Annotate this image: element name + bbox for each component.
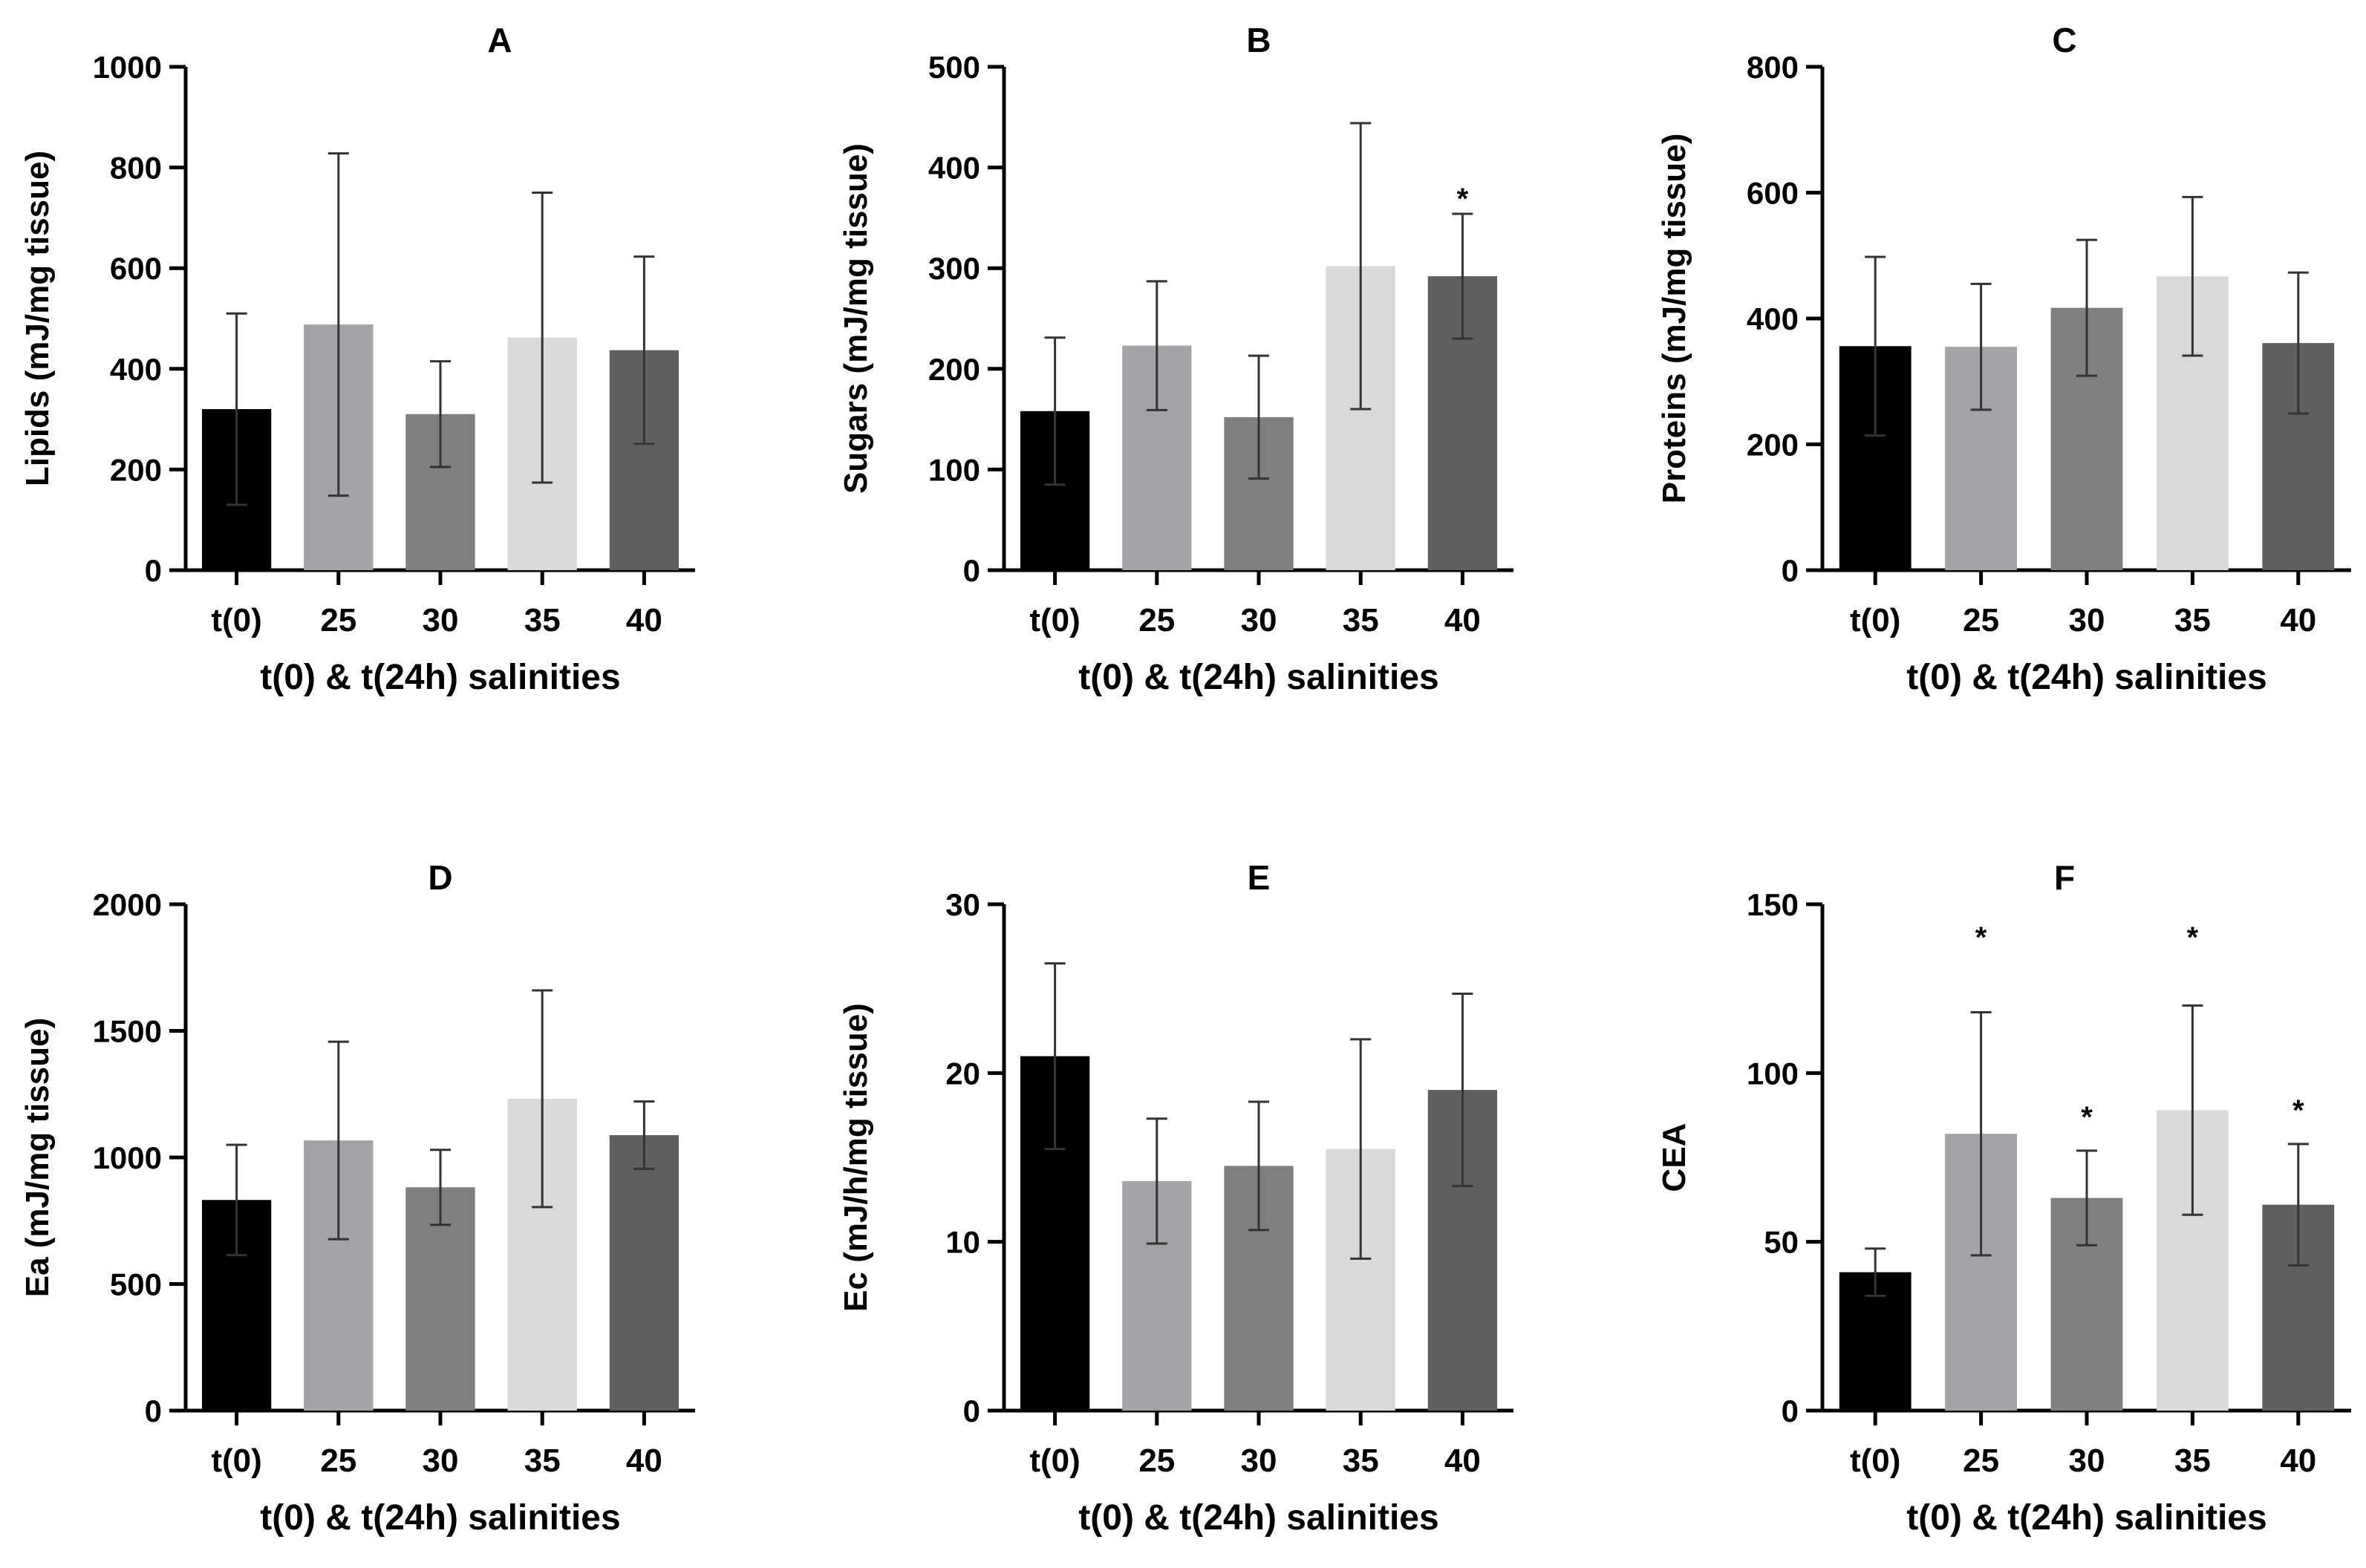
x-tick-label: 25 <box>320 1443 356 1479</box>
y-tick-label: 0 <box>145 553 162 588</box>
y-tick-label: 20 <box>945 1056 980 1091</box>
y-tick-label: 100 <box>928 452 980 487</box>
y-axis-label: Lipids (mJ/mg tissue) <box>19 151 56 486</box>
y-tick-label: 10 <box>945 1225 980 1260</box>
y-tick-label: 500 <box>110 1267 162 1302</box>
x-tick-label: 40 <box>626 602 662 638</box>
y-tick-label: 800 <box>1747 50 1799 85</box>
y-tick-label: 2000 <box>93 887 162 922</box>
significance-star: * <box>2081 1101 2093 1134</box>
y-axis-label: Ea (mJ/mg tissue) <box>19 1018 56 1298</box>
y-tick-label: 300 <box>928 251 980 286</box>
y-tick-label: 0 <box>1782 553 1799 588</box>
x-tick-label: t(0) <box>211 1443 261 1479</box>
y-tick-label: 1500 <box>93 1014 162 1049</box>
y-tick-label: 100 <box>1747 1056 1799 1091</box>
x-tick-label: 40 <box>1444 1443 1481 1479</box>
panel-title: C <box>2052 21 2076 59</box>
panel-e: 0 10 20 30 t(0) 25 30 35 40 Et(0) & t(24h) salini… <box>838 858 1513 1538</box>
significance-star: * <box>1457 183 1469 215</box>
x-tick-label: t(0) <box>1850 1443 1900 1479</box>
panel-title: F <box>2054 858 2075 897</box>
x-axis-label: t(0) & t(24h) salinities <box>1078 1498 1438 1538</box>
x-tick-label: 40 <box>2280 1443 2316 1479</box>
y-tick-label: 0 <box>963 553 980 588</box>
x-tick-label: 25 <box>320 602 356 638</box>
y-tick-label: 400 <box>928 151 980 186</box>
y-tick-label: 1000 <box>93 50 162 85</box>
significance-star: * <box>1975 921 1987 954</box>
y-tick-label: 400 <box>1747 301 1799 336</box>
y-axis-label: Proteins (mJ/mg tissue) <box>1656 134 1692 504</box>
panel-title: E <box>1248 858 1271 897</box>
y-tick-label: 200 <box>928 352 980 387</box>
y-tick-label: 0 <box>145 1394 162 1428</box>
y-tick-label: 200 <box>1747 428 1799 463</box>
y-tick-label: 200 <box>110 452 162 487</box>
y-tick-label: 500 <box>928 50 980 85</box>
x-tick-label: 40 <box>1444 602 1481 638</box>
x-tick-label: 40 <box>2280 602 2316 638</box>
x-tick-label: 30 <box>423 602 459 638</box>
y-axis-label: Sugars (mJ/mg tissue) <box>838 143 874 494</box>
y-tick-label: 0 <box>1782 1394 1799 1428</box>
panel-title: D <box>428 858 452 897</box>
x-tick-label: 30 <box>2069 1443 2105 1479</box>
x-tick-label: t(0) <box>1029 602 1080 638</box>
x-tick-label: 35 <box>2174 1443 2211 1479</box>
significance-star: * <box>2292 1094 2304 1127</box>
x-tick-label: t(0) <box>1029 1443 1080 1479</box>
x-tick-label: 25 <box>1138 602 1175 638</box>
y-axis-label: CEA <box>1656 1123 1692 1192</box>
y-tick-label: 0 <box>963 1394 980 1428</box>
x-tick-label: 30 <box>1241 1443 1277 1479</box>
x-tick-label: 35 <box>1343 1443 1379 1479</box>
x-axis-label: t(0) & t(24h) salinities <box>1906 1498 2266 1538</box>
x-tick-label: 25 <box>1963 1443 1999 1479</box>
y-tick-label: 150 <box>1747 887 1799 922</box>
x-tick-label: 30 <box>1241 602 1277 638</box>
panel-f: 0 50 100 150 t(0) 25 30 35 40 * * * * Ft(0) & t(24h) … <box>1656 858 2351 1538</box>
y-axis-label: Ec (mJ/h/mg tissue) <box>838 1003 874 1312</box>
x-axis-label: t(0) & t(24h) salinities <box>1906 658 2266 697</box>
panel-title: A <box>487 21 512 59</box>
x-tick-label: 25 <box>1138 1443 1175 1479</box>
x-tick-label: t(0) <box>1850 602 1900 638</box>
panel-title: B <box>1246 21 1271 59</box>
panel-b: 0 100 200 300 400 500 t(0) 25 30 35 40 * Bt(0) & t(2… <box>838 21 1513 697</box>
y-tick-label: 400 <box>110 352 162 387</box>
significance-star: * <box>2187 921 2199 954</box>
panel-d: 0 500 1000 1500 2000 t(0) 25 30 35 40 Dt(0) & t(24… <box>19 858 695 1538</box>
y-tick-label: 600 <box>110 251 162 286</box>
x-tick-label: 25 <box>1963 602 1999 638</box>
x-tick-label: 35 <box>1343 602 1379 638</box>
x-axis-label: t(0) & t(24h) salinities <box>260 1498 620 1538</box>
x-tick-label: 40 <box>626 1443 662 1479</box>
panel-a: 0 200 400 600 800 1000 t(0) 25 30 35 40 At(0) & t(2… <box>19 21 695 697</box>
x-tick-label: 30 <box>2069 602 2105 638</box>
y-tick-label: 800 <box>110 151 162 186</box>
bar <box>609 1134 680 1411</box>
x-axis-label: t(0) & t(24h) salinities <box>260 658 620 697</box>
y-tick-label: 50 <box>1764 1225 1799 1260</box>
y-tick-label: 30 <box>945 887 980 922</box>
panel-c: 0 200 400 600 800 t(0) 25 30 35 40 Ct(0) & t(24h) … <box>1656 21 2351 697</box>
y-tick-label: 1000 <box>93 1140 162 1175</box>
x-tick-label: 35 <box>524 1443 561 1479</box>
x-tick-label: 30 <box>423 1443 459 1479</box>
x-tick-label: 35 <box>524 602 561 638</box>
x-axis-label: t(0) & t(24h) salinities <box>1078 658 1438 697</box>
y-tick-label: 600 <box>1747 176 1799 211</box>
x-tick-label: t(0) <box>211 602 261 638</box>
x-tick-label: 35 <box>2174 602 2211 638</box>
